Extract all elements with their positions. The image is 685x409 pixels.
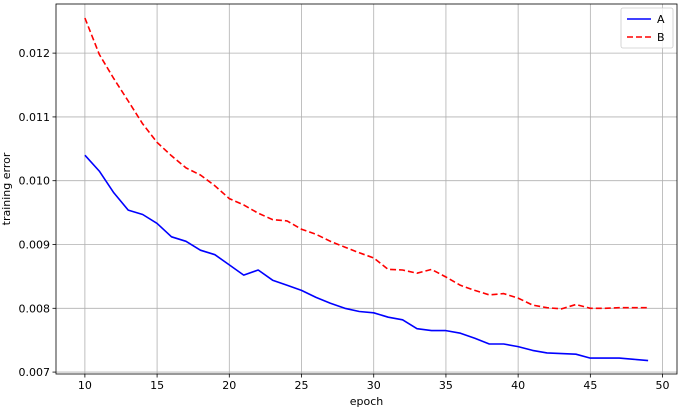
y-tick-label: 0.009 bbox=[19, 239, 51, 252]
x-axis-ticks: 10 15 20 25 30 35 40 45 50 bbox=[78, 374, 670, 392]
legend-label-a: A bbox=[657, 13, 665, 26]
series-line-a bbox=[84, 154, 649, 362]
x-tick-label: 30 bbox=[367, 379, 381, 392]
x-tick-label: 45 bbox=[583, 379, 597, 392]
x-tick-label: 40 bbox=[511, 379, 525, 392]
legend: AB bbox=[620, 7, 674, 49]
y-tick-label: 0.011 bbox=[19, 111, 51, 124]
series-layer bbox=[84, 17, 649, 362]
x-tick-label: 10 bbox=[78, 379, 92, 392]
x-tick-label: 20 bbox=[222, 379, 236, 392]
plot-frame bbox=[55, 3, 678, 375]
grid bbox=[56, 4, 677, 374]
x-tick-label: 35 bbox=[439, 379, 453, 392]
y-tick-label: 0.012 bbox=[19, 47, 51, 60]
x-tick-label: 15 bbox=[150, 379, 164, 392]
y-axis-ticks: 0.007 0.008 0.009 0.010 0.011 0.012 bbox=[19, 47, 56, 379]
y-tick-label: 0.007 bbox=[19, 366, 51, 379]
x-axis-label: epoch bbox=[350, 395, 384, 408]
legend-box bbox=[620, 7, 674, 49]
y-tick-label: 0.010 bbox=[19, 175, 51, 188]
y-tick-label: 0.008 bbox=[19, 302, 51, 315]
y-axis-label: training error bbox=[0, 152, 13, 225]
x-tick-label: 50 bbox=[656, 379, 670, 392]
series-line-b bbox=[84, 17, 649, 310]
x-tick-label: 25 bbox=[295, 379, 309, 392]
legend-label-b: B bbox=[657, 31, 665, 44]
